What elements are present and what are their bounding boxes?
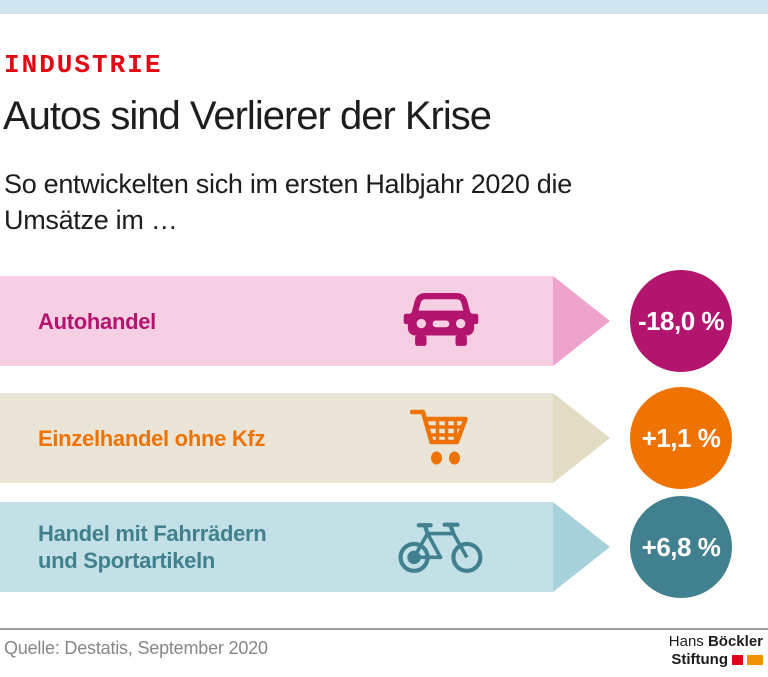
arrow-tip: [553, 502, 610, 592]
page-title: Autos sind Verlierer der Krise: [3, 94, 492, 138]
top-accent-bar: [0, 0, 768, 14]
arrow-tip: [553, 276, 610, 366]
value-label: +1,1 %: [641, 422, 721, 453]
subtitle-line-1: So entwickelten sich im ersten Halbjahr …: [4, 169, 572, 199]
value-badge: +6,8 %: [630, 496, 732, 598]
logo-line-1: Hans Böckler: [669, 633, 763, 651]
logo-hans: Hans: [668, 633, 704, 650]
subtitle: So entwickelten sich im ersten Halbjahr …: [4, 166, 572, 238]
category-label-line2: und Sportartikeln: [38, 548, 216, 573]
shopping-cart-icon: [396, 393, 486, 483]
footer-divider: [0, 628, 768, 630]
logo-stiftung: Stiftung: [671, 651, 728, 668]
value-badge: -18,0 %: [630, 270, 732, 372]
hans-boeckler-stiftung-logo: Hans Böckler Stiftung: [669, 633, 763, 669]
bicycle-icon: [396, 502, 486, 592]
row-autohandel: Autohandel -18,0 %: [0, 270, 768, 372]
value-badge: +1,1 %: [630, 387, 732, 489]
kicker: INDUSTRIE: [4, 50, 163, 80]
row-einzelhandel: Einzelhandel ohne Kfz +1,1 %: [0, 387, 768, 489]
logo-orange-block: [747, 655, 763, 665]
row-fahrraeder-sport: Handel mit Fahrrädern und Sportartikeln …: [0, 496, 768, 598]
value-label: +6,8 %: [641, 531, 721, 562]
subtitle-line-2: Umsätze im …: [4, 205, 178, 235]
value-label: -18,0 %: [637, 305, 725, 336]
logo-line-2: Stiftung: [669, 651, 763, 669]
logo-red-block: [732, 655, 743, 665]
car-icon: [396, 276, 486, 366]
logo-boeckler: Böckler: [707, 633, 763, 650]
category-label: Handel mit Fahrrädern: [38, 521, 267, 546]
source-note: Quelle: Destatis, September 2020: [4, 638, 268, 658]
category-label: Autohandel: [38, 308, 156, 334]
category-label: Einzelhandel ohne Kfz: [38, 425, 266, 451]
arrow-tip: [553, 393, 610, 483]
